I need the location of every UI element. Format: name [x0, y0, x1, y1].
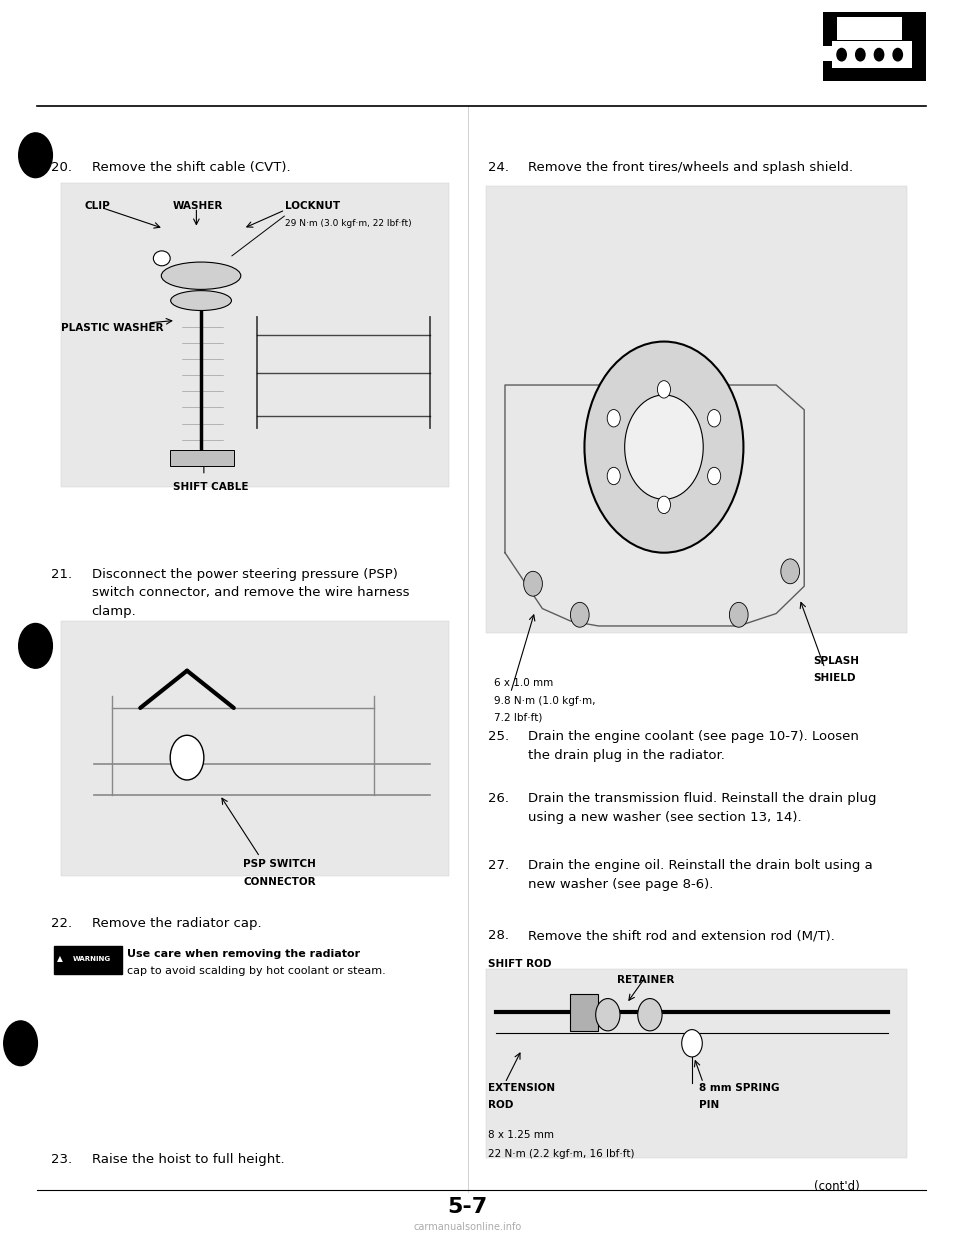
Circle shape [708, 467, 721, 484]
Circle shape [682, 1030, 703, 1057]
Bar [60, 621, 449, 876]
Bar [570, 994, 598, 1031]
Text: 28.: 28. [488, 929, 509, 941]
Text: (cont'd): (cont'd) [813, 1180, 859, 1192]
Text: 8 x 1.25 mm: 8 x 1.25 mm [488, 1130, 554, 1140]
Text: WARNING: WARNING [73, 956, 111, 961]
Circle shape [855, 48, 865, 61]
Text: 22.: 22. [52, 917, 73, 929]
Text: 29 N·m (3.0 kgf·m, 22 lbf·ft): 29 N·m (3.0 kgf·m, 22 lbf·ft) [285, 219, 412, 227]
Text: Drain the engine oil. Reinstall the drain bolt using a: Drain the engine oil. Reinstall the drai… [528, 859, 873, 872]
Text: LOCKNUT: LOCKNUT [285, 201, 341, 211]
Text: Remove the shift cable (CVT).: Remove the shift cable (CVT). [91, 161, 290, 174]
Circle shape [893, 48, 902, 61]
Text: ▲: ▲ [57, 954, 63, 964]
Circle shape [780, 559, 800, 584]
Text: cap to avoid scalding by hot coolant or steam.: cap to avoid scalding by hot coolant or … [127, 966, 386, 976]
Circle shape [658, 380, 670, 397]
Text: 23.: 23. [52, 1153, 73, 1165]
Circle shape [730, 602, 748, 627]
Text: 9.8 N·m (1.0 kgf·m,: 9.8 N·m (1.0 kgf·m, [493, 696, 595, 705]
Circle shape [18, 133, 53, 178]
Circle shape [658, 496, 670, 513]
Text: PSP SWITCH: PSP SWITCH [243, 859, 316, 869]
Text: RETAINER: RETAINER [617, 975, 675, 985]
Text: using a new washer (see section 13, 14).: using a new washer (see section 13, 14). [528, 811, 802, 823]
Circle shape [875, 48, 884, 61]
Text: SHIFT CABLE: SHIFT CABLE [173, 482, 249, 492]
Text: 21.: 21. [52, 568, 73, 580]
Circle shape [837, 48, 847, 61]
Text: 27.: 27. [488, 859, 509, 872]
Text: the drain plug in the radiator.: the drain plug in the radiator. [528, 749, 725, 761]
Text: clamp.: clamp. [91, 605, 136, 617]
Text: Drain the engine coolant (see page 10-7). Loosen: Drain the engine coolant (see page 10-7)… [528, 730, 859, 743]
Text: switch connector, and remove the wire harness: switch connector, and remove the wire ha… [91, 586, 409, 599]
Bar [832, 41, 912, 68]
Bar [837, 17, 902, 40]
Text: SHIELD: SHIELD [813, 673, 856, 683]
Circle shape [570, 602, 589, 627]
Text: 6 x 1.0 mm: 6 x 1.0 mm [493, 678, 553, 688]
Bar [823, 46, 834, 61]
Circle shape [585, 342, 743, 553]
Text: new washer (see page 8-6).: new washer (see page 8-6). [528, 878, 713, 891]
Text: SHIFT ROD: SHIFT ROD [488, 959, 552, 969]
Circle shape [607, 410, 620, 427]
Ellipse shape [171, 291, 231, 310]
Text: ROD: ROD [488, 1100, 514, 1110]
Text: Remove the front tires/wheels and splash shield.: Remove the front tires/wheels and splash… [528, 161, 853, 174]
Circle shape [708, 410, 721, 427]
Circle shape [18, 623, 53, 668]
Text: 20.: 20. [52, 161, 72, 174]
Text: 26.: 26. [488, 792, 509, 805]
Text: 22 N·m (2.2 kgf·m, 16 lbf·ft): 22 N·m (2.2 kgf·m, 16 lbf·ft) [488, 1149, 635, 1159]
Text: Remove the radiator cap.: Remove the radiator cap. [91, 917, 261, 929]
Text: CONNECTOR: CONNECTOR [243, 877, 316, 887]
Bar [823, 12, 925, 81]
Text: EXTENSION: EXTENSION [488, 1083, 555, 1093]
Text: PIN: PIN [700, 1100, 720, 1110]
Circle shape [170, 735, 204, 780]
Text: Drain the transmission fluid. Reinstall the drain plug: Drain the transmission fluid. Reinstall … [528, 792, 876, 805]
Text: carmanualsonline.info: carmanualsonline.info [414, 1222, 521, 1232]
Text: Raise the hoist to full height.: Raise the hoist to full height. [91, 1153, 284, 1165]
Circle shape [607, 467, 620, 484]
Text: 25.: 25. [488, 730, 509, 743]
Text: 8 mm SPRING: 8 mm SPRING [700, 1083, 780, 1093]
Text: CLIP: CLIP [84, 201, 109, 211]
Text: WASHER: WASHER [173, 201, 224, 211]
Bar [487, 186, 907, 633]
Text: 24.: 24. [488, 161, 509, 174]
Bar [54, 946, 122, 974]
Circle shape [596, 999, 620, 1031]
Text: PLASTIC WASHER: PLASTIC WASHER [60, 323, 163, 333]
Text: Disconnect the power steering pressure (PSP): Disconnect the power steering pressure (… [91, 568, 397, 580]
Bar [487, 969, 907, 1158]
Bar [60, 183, 449, 487]
Text: Use care when removing the radiator: Use care when removing the radiator [127, 949, 360, 959]
Circle shape [4, 1021, 37, 1066]
Ellipse shape [154, 251, 170, 266]
Text: 7.2 lbf·ft): 7.2 lbf·ft) [493, 713, 542, 723]
Circle shape [637, 999, 662, 1031]
Text: 5-7: 5-7 [447, 1197, 488, 1217]
Text: SPLASH: SPLASH [813, 656, 859, 666]
Bar [170, 450, 234, 466]
Circle shape [625, 395, 704, 499]
Circle shape [523, 571, 542, 596]
Ellipse shape [161, 262, 241, 289]
Text: Remove the shift rod and extension rod (M/T).: Remove the shift rod and extension rod (… [528, 929, 835, 941]
